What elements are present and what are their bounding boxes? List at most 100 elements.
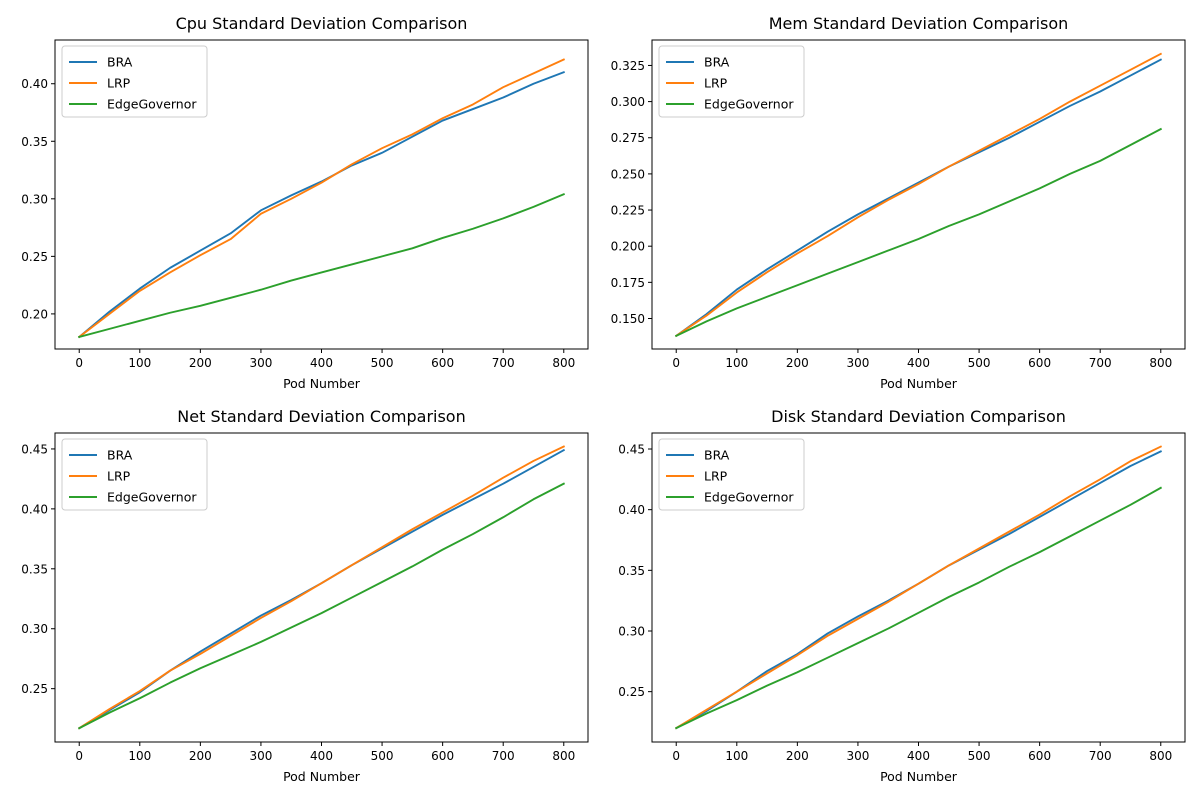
cpu-chart-title: Cpu Standard Deviation Comparison [176, 14, 468, 33]
cpu-legend: BRA LRP EdgeGovernor [61, 45, 208, 118]
net-x-tick-label: 700 [492, 749, 515, 763]
disk-y-axis: 0.25 0.30 0.35 0.40 0.45 [618, 443, 652, 699]
cpu-x-tick-label: 300 [249, 356, 272, 370]
cpu-y-tick-label: 0.40 [21, 77, 48, 91]
net-series-line-lrp [77, 445, 566, 730]
net-series-line-edgegovernor [77, 482, 566, 730]
mem-x-tick-label: 600 [1028, 356, 1051, 370]
mem-y-tick-label: 0.225 [611, 204, 645, 218]
mem-x-tick-label: 0 [672, 356, 680, 370]
cpu-x-tick-label: 600 [431, 356, 454, 370]
cpu-x-tick-label: 400 [310, 356, 333, 370]
cpu-y-tick-label: 0.25 [21, 250, 48, 264]
net-y-tick-label: 0.25 [21, 682, 48, 696]
net-legend-label-lrp: LRP [107, 469, 131, 484]
mem-x-axis: 0 100 200 300 400 500 600 700 800 Pod Number [672, 349, 1172, 391]
disk-legend-label-bra: BRA [704, 448, 730, 463]
mem-y-tick-label: 0.275 [611, 131, 645, 145]
mem-legend-label-edgegovernor: EdgeGovernor [704, 97, 794, 112]
cpu-y-tick-label: 0.20 [21, 307, 48, 321]
mem-y-tick-label: 0.150 [611, 312, 645, 326]
net-x-tick-label: 500 [371, 749, 394, 763]
disk-legend: BRA LRP EdgeGovernor [658, 438, 805, 511]
net-x-tick-label: 0 [75, 749, 83, 763]
mem-series-line-lrp [674, 52, 1163, 338]
net-x-tick-label: 100 [128, 749, 151, 763]
cpu-y-tick-label: 0.30 [21, 192, 48, 206]
mem-y-tick-label: 0.200 [611, 240, 645, 254]
cpu-x-tick-label: 100 [128, 356, 151, 370]
mem-x-tick-label: 100 [725, 356, 748, 370]
mem-x-tick-label: 500 [968, 356, 991, 370]
net-x-tick-label: 300 [249, 749, 272, 763]
cpu-series-line-edgegovernor [78, 192, 566, 339]
disk-y-tick-label: 0.30 [618, 624, 645, 638]
mem-legend-box [658, 45, 805, 118]
disk-x-tick-label: 800 [1149, 749, 1172, 763]
disk-y-tick-label: 0.25 [618, 685, 645, 699]
net-legend-label-edgegovernor: EdgeGovernor [107, 490, 197, 505]
cpu-x-axis-label: Pod Number [283, 376, 361, 391]
mem-x-tick-label: 800 [1149, 356, 1172, 370]
disk-x-tick-label: 300 [846, 749, 869, 763]
cpu-series-line-lrp [77, 58, 566, 339]
net-series-lines [77, 445, 566, 730]
cpu-y-tick-label: 0.35 [21, 135, 48, 149]
net-y-axis: 0.25 0.30 0.35 0.40 0.45 [21, 442, 55, 696]
cpu-series-lines [77, 58, 566, 339]
mem-series-lines [674, 52, 1163, 338]
cpu-legend-label-edgegovernor: EdgeGovernor [107, 97, 197, 112]
net-legend-box [61, 438, 208, 511]
net-x-tick-label: 200 [189, 749, 212, 763]
net-x-tick-label: 800 [552, 749, 575, 763]
disk-series-line-edgegovernor [674, 486, 1163, 730]
net-legend-label-bra: BRA [107, 448, 133, 463]
mem-legend-label-lrp: LRP [704, 76, 728, 91]
mem-y-tick-label: 0.325 [611, 59, 645, 73]
mem-chart: Mem Standard Deviation Comparison 0 100 200… [611, 14, 1186, 391]
disk-x-tick-label: 0 [672, 749, 680, 763]
disk-x-tick-label: 600 [1028, 749, 1051, 763]
disk-legend-label-lrp: LRP [704, 469, 728, 484]
cpu-x-axis: 0 100 200 300 400 500 600 700 800 Pod Number [75, 349, 575, 391]
cpu-chart: Cpu Standard Deviation Comparison 0 100 200… [21, 14, 589, 391]
disk-y-tick-label: 0.35 [618, 564, 645, 578]
disk-series-lines [674, 445, 1163, 730]
disk-x-tick-label: 100 [725, 749, 748, 763]
mem-x-tick-label: 200 [786, 356, 809, 370]
mem-x-axis-label: Pod Number [880, 376, 958, 391]
disk-x-tick-label: 200 [786, 749, 809, 763]
disk-legend-label-edgegovernor: EdgeGovernor [704, 490, 794, 505]
mem-legend: BRA LRP EdgeGovernor [658, 45, 805, 118]
cpu-series-line-bra [77, 70, 565, 339]
mem-series-line-edgegovernor [674, 127, 1163, 338]
net-x-axis: 0 100 200 300 400 500 600 700 800 Pod Number [75, 742, 575, 784]
disk-x-tick-label: 400 [907, 749, 930, 763]
mem-x-tick-label: 300 [846, 356, 869, 370]
mem-y-tick-label: 0.300 [611, 95, 645, 109]
disk-y-tick-label: 0.45 [618, 443, 645, 457]
net-y-tick-label: 0.30 [21, 622, 48, 636]
cpu-x-tick-label: 800 [552, 356, 575, 370]
disk-chart-title: Disk Standard Deviation Comparison [771, 407, 1066, 426]
mem-chart-title: Mem Standard Deviation Comparison [769, 14, 1069, 33]
disk-x-axis-label: Pod Number [880, 769, 958, 784]
net-y-tick-label: 0.40 [21, 502, 48, 516]
net-x-tick-label: 400 [310, 749, 333, 763]
disk-y-tick-label: 0.40 [618, 503, 645, 517]
cpu-legend-label-bra: BRA [107, 55, 133, 70]
net-x-axis-label: Pod Number [283, 769, 361, 784]
net-chart: Net Standard Deviation Comparison 0 100 200… [21, 407, 589, 784]
cpu-x-tick-label: 700 [492, 356, 515, 370]
mem-series-line-bra [674, 58, 1163, 338]
mem-x-tick-label: 700 [1089, 356, 1112, 370]
disk-series-line-lrp [674, 445, 1163, 730]
net-chart-title: Net Standard Deviation Comparison [177, 407, 465, 426]
net-legend: BRA LRP EdgeGovernor [61, 438, 208, 511]
cpu-y-axis: 0.20 0.25 0.30 0.35 0.40 [21, 77, 55, 321]
cpu-x-tick-label: 0 [75, 356, 83, 370]
net-y-tick-label: 0.35 [21, 562, 48, 576]
net-x-tick-label: 600 [431, 749, 454, 763]
